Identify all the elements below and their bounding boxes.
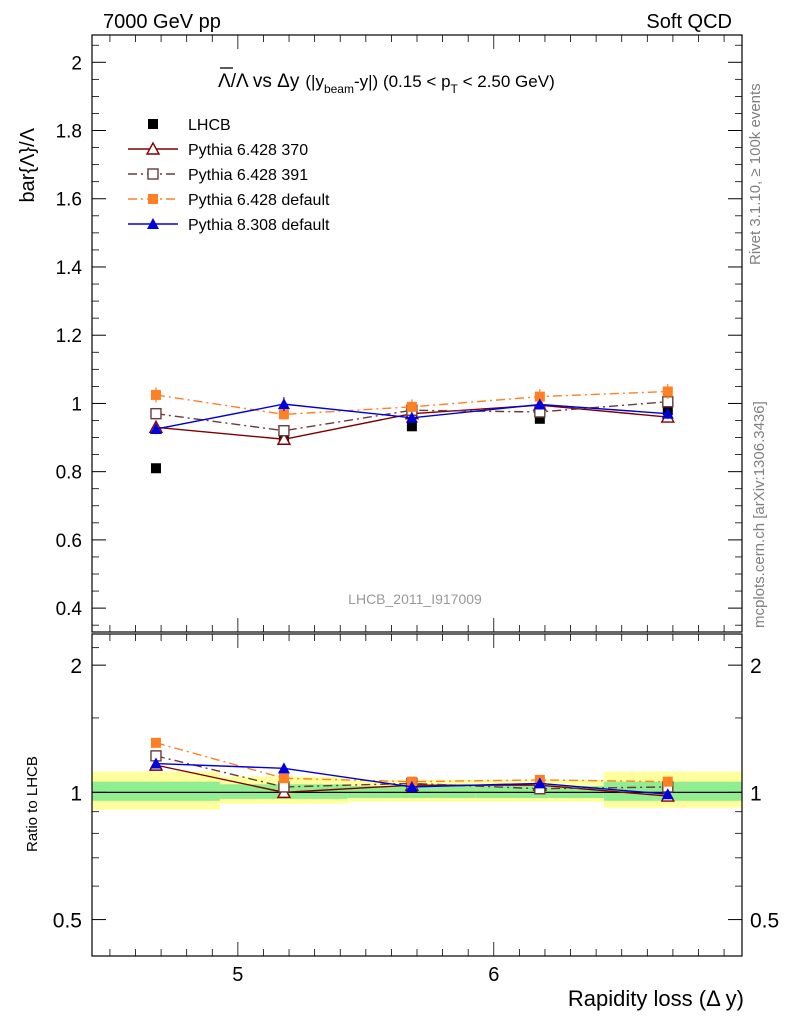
main-data-point [534, 391, 545, 402]
chart-title-open: (|y [305, 72, 324, 91]
main-y-tick-label: 1.8 [56, 122, 82, 143]
ratio-y-axis-label: Ratio to LHCB [24, 756, 41, 852]
mcplots-label: mcplots.cern.ch [arXiv:1306.3436] [751, 401, 768, 628]
legend-label: Pythia 6.428 370 [188, 142, 308, 159]
ratio-data-point [150, 737, 161, 748]
header-right-label: Soft QCD [646, 11, 732, 33]
ratio-axes: 0.5 0.5 1 1 2 2 5 6 [53, 634, 779, 986]
main-data-point [406, 401, 417, 412]
main-data-point [661, 407, 674, 419]
main-y-tick-label: 1 [71, 394, 82, 415]
ratio-data-point [661, 788, 674, 800]
ratio-data-point [533, 777, 546, 789]
chart-title: Λ/Λ vs Δy (|ybeam-y|) (0.15 < pT < 2.50 G… [218, 71, 555, 96]
main-y-tick-label: 0.4 [56, 599, 83, 620]
header-left-label: 7000 GeV pp [103, 11, 221, 33]
ratio-data-point [277, 762, 290, 774]
main-y-tick-label: 1.6 [56, 190, 82, 211]
x-tick-label: 6 [488, 964, 499, 986]
ratio-series-group [149, 757, 674, 800]
ratio-data-point [149, 757, 162, 769]
legend-label: Pythia 6.428 default [188, 192, 330, 209]
ratio-data-point [405, 780, 418, 792]
legend-entry: LHCB [148, 117, 231, 134]
x-axis-label: Rapidity loss (Δ y) [568, 986, 744, 1011]
x-tick-label: 5 [232, 964, 243, 986]
main-y-tick-label: 2 [71, 53, 82, 74]
analysis-watermark: LHCB_2011_I917009 [348, 591, 482, 607]
ratio-y-tick-label-right: 0.5 [750, 910, 779, 933]
main-data-point [406, 421, 417, 432]
ratio-band-inner [92, 781, 220, 801]
legend-marker [148, 119, 158, 129]
main-data-point [534, 413, 545, 424]
ratio-data-point [278, 781, 290, 793]
legend-entry: Pythia 6.428 370 [128, 141, 308, 159]
chart-title-pt: T [451, 82, 459, 96]
ratio-data-point [662, 776, 673, 787]
legend-marker [147, 218, 159, 229]
main-data-point [149, 423, 162, 435]
chart-title-tail: < 2.50 GeV) [458, 72, 555, 91]
ratio-y-tick-label-right: 2 [750, 655, 762, 678]
legend: LHCB Pythia 6.428 370 Pythia 6.428 391 Pyth… [128, 117, 330, 234]
main-axes: 0.4 0.6 0.8 1 1.2 1.4 1.6 1.8 2 [56, 35, 742, 632]
legend-label: Pythia 6.428 391 [188, 167, 308, 184]
main-data-point [150, 463, 161, 474]
main-y-tick-label: 1.2 [56, 326, 82, 347]
main-series-layer [148, 383, 675, 474]
legend-entry: Pythia 8.308 default [128, 217, 330, 234]
main-y-tick-label: 0.6 [56, 531, 82, 552]
legend-entry: Pythia 6.428 default [128, 192, 330, 209]
main-data-point [533, 398, 546, 410]
ratio-y-tick-label-right: 1 [750, 782, 762, 805]
main-data-point [405, 411, 418, 423]
ratio-series-layer [148, 737, 675, 802]
ratio-y-tick-label: 1 [70, 782, 82, 805]
main-data-point [150, 407, 162, 420]
main-data-point [278, 409, 289, 420]
main-data-point [277, 398, 290, 410]
main-y-axis-label: bar{Λ}/Λ [17, 127, 39, 202]
chart-title-beam: beam [324, 82, 354, 96]
ratio-series-line [155, 742, 668, 783]
rivet-version-label: Rivet 3.1.10, ≥ 100k events [747, 83, 764, 265]
main-series-group [149, 397, 674, 435]
legend-entry: Pythia 6.428 391 [128, 167, 308, 184]
legend-marker [145, 141, 161, 155]
chart-title-lead: Λ/Λ vs Δy [218, 71, 300, 92]
chart-title-mid: -y|) (0.15 < p [354, 72, 451, 91]
main-y-tick-label: 0.8 [56, 463, 82, 484]
main-data-point [150, 389, 161, 400]
main-data-point [276, 431, 292, 445]
main-data-point [662, 386, 673, 397]
ratio-data-point [278, 773, 289, 784]
ratio-y-tick-label: 2 [70, 655, 82, 678]
legend-marker [147, 168, 159, 180]
main-data-point [278, 425, 290, 437]
legend-label: LHCB [188, 117, 231, 134]
ratio-y-tick-label: 0.5 [53, 910, 82, 933]
main-y-tick-label: 1.4 [56, 258, 83, 279]
legend-label: Pythia 8.308 default [188, 217, 330, 234]
legend-marker [148, 194, 158, 204]
